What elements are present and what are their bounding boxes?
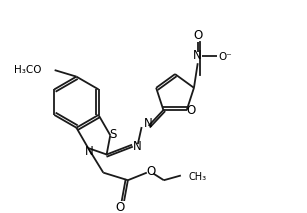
Text: S: S	[109, 128, 117, 141]
Text: N: N	[193, 49, 202, 62]
Text: CH₃: CH₃	[188, 172, 207, 182]
Text: N: N	[85, 145, 93, 158]
Text: O: O	[146, 165, 155, 178]
Text: O: O	[116, 201, 125, 213]
Text: N: N	[144, 117, 153, 130]
Text: O: O	[193, 29, 202, 42]
Text: H₃CO: H₃CO	[14, 65, 41, 75]
Text: O⁻: O⁻	[218, 52, 232, 62]
Text: O: O	[186, 105, 195, 118]
Text: N: N	[133, 140, 141, 153]
